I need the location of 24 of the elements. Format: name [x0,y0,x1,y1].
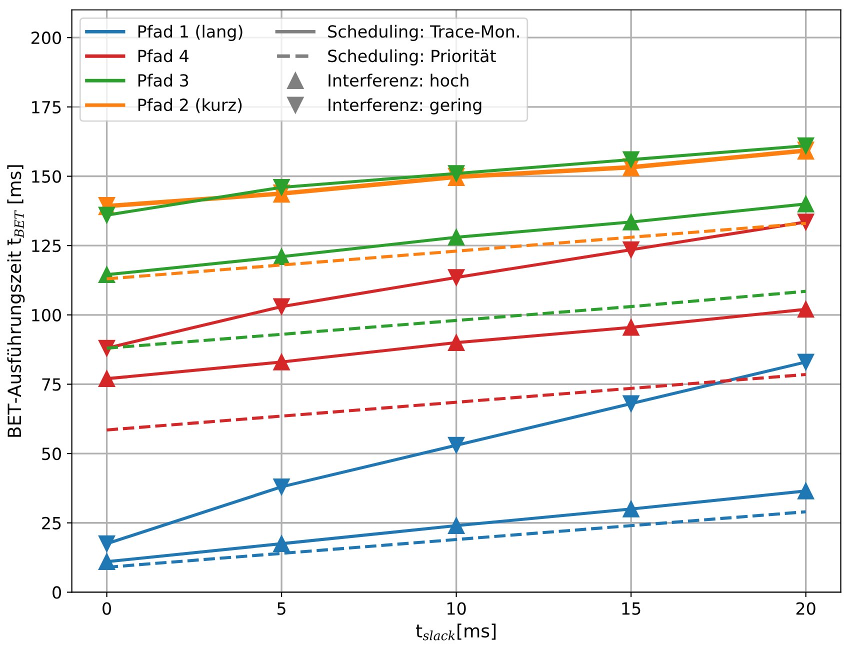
legend-label: Pfad 3 [138,74,188,87]
y-tick-label: 75 [42,378,61,391]
y-tick-label: 200 [32,32,61,44]
legend-label: Pfad 1 (lang) [138,24,242,41]
y-tick-label: 150 [32,170,61,183]
y-tick-label: 0 [52,586,61,599]
legend-label: Pfad 2 (kurz) [138,98,242,114]
y-tick-label: 175 [32,101,61,114]
x-tick-label: 15 [622,602,640,615]
annotation: Scheduling: Priorität [328,49,496,66]
y-tick-label: 50 [42,448,61,460]
x-tick-label: 10 [448,602,466,615]
y-tick-label: 100 [32,308,61,322]
x-tick-label: 0 [102,602,111,615]
y-axis-title: BET-Ausführungszeit t̄$_{BET}$ [ms] [7,165,25,437]
annotation: Interferenz: gering [328,98,482,114]
annotation: Interferenz: hoch [328,74,468,87]
x-tick-label: 5 [278,602,286,615]
legend-label: Pfad 4 [138,49,189,62]
y-tick-label: 25 [42,516,61,530]
annotation: Scheduling: Trace-Mon. [328,24,519,41]
x-tick-label: 20 [796,602,816,615]
x-axis-title: t$_{slack}$[ms] [416,624,496,640]
y-tick-label: 125 [32,240,61,252]
